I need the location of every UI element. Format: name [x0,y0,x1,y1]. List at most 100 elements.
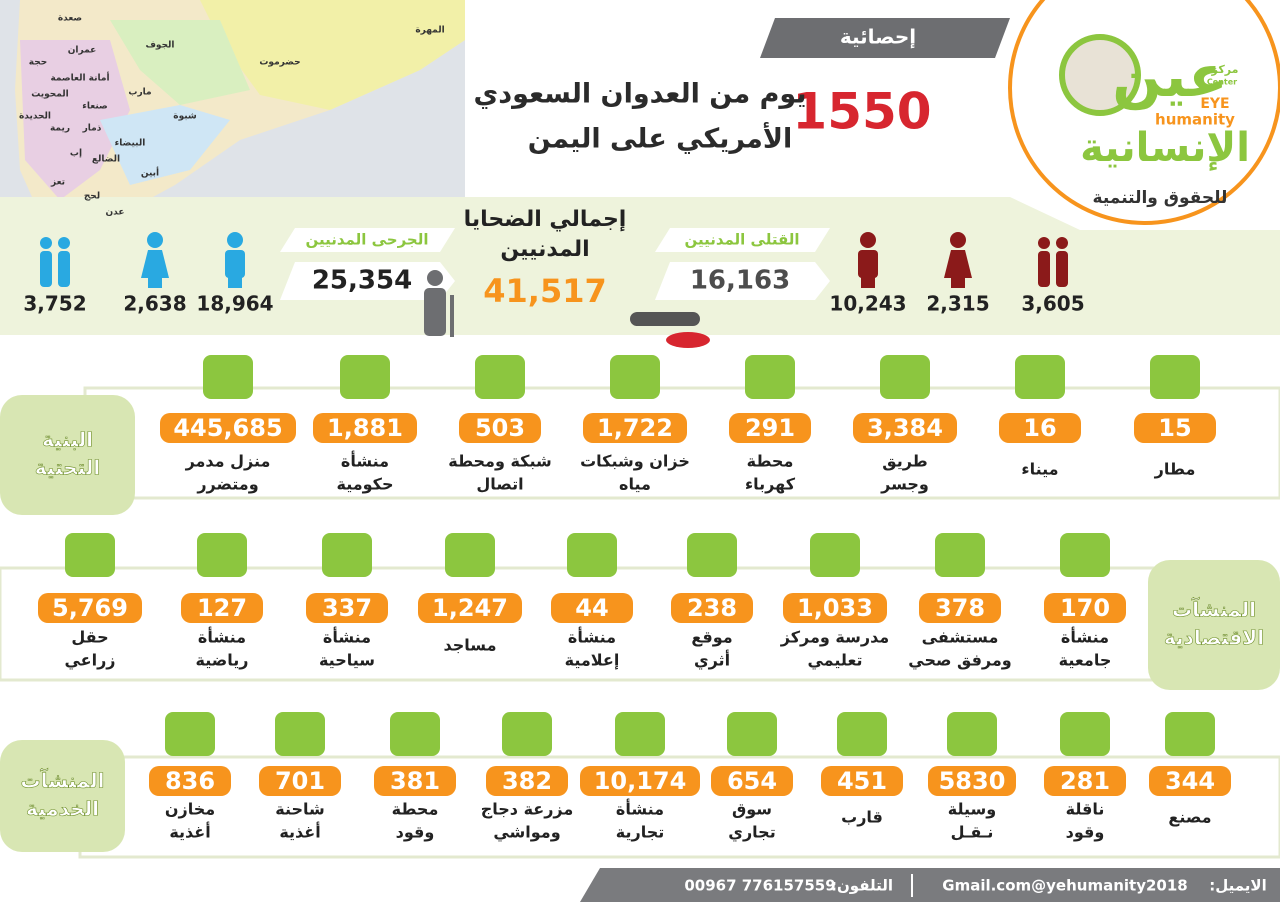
section-tab [0,395,135,515]
value-pill [149,766,231,796]
map-region [200,0,465,110]
map-label: الضالع [92,155,120,165]
item-icon [810,533,860,577]
item-label: أثري [694,650,730,671]
item-label: تعليمي [807,651,862,671]
victim-count: 3,605 [1021,292,1084,316]
item-label: شاحنة [275,800,325,819]
item-label: ومواشي [493,823,560,843]
item-value: 378 [935,594,985,622]
item-value: 5,769 [52,594,128,622]
value-pill [374,766,456,796]
item-label: شبكة ومحطة [448,452,552,471]
map-label: مارب [128,88,151,98]
map-label: الحديدة [19,112,51,122]
item-value: 291 [745,414,795,442]
value-pill [711,766,793,796]
value-pill [999,413,1081,443]
section-title: الخدمية [26,797,99,821]
item-value: 451 [837,767,887,795]
item-label: وجسر [880,475,929,494]
item-label: نـقـل [951,823,994,842]
item-label: طريق [882,452,927,471]
value-pill [1044,593,1126,623]
map-label: المهرة [415,26,444,36]
value-pill [783,593,887,623]
item-label: اتصال [476,475,523,494]
item-value: 337 [322,594,372,622]
person-body [40,251,52,287]
map-label: شبوة [173,112,197,122]
person-icon [858,232,878,288]
section-band [0,566,1202,682]
item-label: حقل [71,628,108,647]
wounded-total: 25,354 [312,266,412,296]
killed-total: 16,163 [690,266,790,296]
item-label: مزرعة دجاج [481,800,574,819]
section-title: المنشآت [21,768,105,793]
item-icon [322,533,372,577]
item-icon [615,712,665,756]
item-label: موقع [691,628,732,647]
logo-subtitle: للحقوق والتنمية [1093,188,1228,208]
value-pill [551,593,633,623]
map-label: إب [70,149,82,159]
person-icon [40,237,70,287]
item-value: 281 [1060,767,1110,795]
item-label: وقود [1066,823,1105,842]
map-label: ريمة [50,124,70,134]
item-icon [837,712,887,756]
map-label: أمانة العاصمة [50,72,109,84]
tag-banner [760,18,1010,58]
item-label: منشأة [568,627,616,647]
item-value: 16 [1023,414,1056,442]
item-label: منزل مدمر [185,452,271,471]
label-ribbon [655,228,830,252]
map-label: صعدة [58,14,82,24]
item-value: 15 [1158,414,1191,442]
item-label: ومرفق صحي [908,651,1011,671]
item-value: 44 [575,594,608,622]
section-tab [1148,560,1280,690]
item-icon [390,712,440,756]
value-pill [919,593,1001,623]
item-icon [445,533,495,577]
total-label: إجمالي الضحايا [464,207,627,232]
total-label: المدنيين [500,237,589,262]
logo-name: عين [1112,42,1228,111]
item-label: سوق [732,800,772,819]
value-pill [729,413,811,443]
map-label: عمران [68,46,97,56]
item-value: 1,722 [597,414,673,442]
item-value: 1,881 [327,414,403,442]
value-pill [1134,413,1216,443]
map-label: صنعاء [82,102,107,112]
item-label: كهرباء [745,475,796,494]
item-label: محطة [747,452,794,471]
total-value: 41,517 [483,272,606,310]
section-title: الاقتصادية [1164,626,1264,650]
value-pill [671,593,753,623]
item-value: 654 [727,767,777,795]
item-label: منشأة [616,799,664,819]
item-value: 344 [1165,767,1215,795]
item-label: محطة [392,800,439,819]
value-pill [459,413,541,443]
item-label: قارب [841,808,883,827]
logo-eye [1059,34,1141,116]
item-icon [1165,712,1215,756]
phone: 00967 776157559 [684,877,835,895]
person-body [225,250,245,278]
value-pill [418,593,522,623]
label-ribbon [280,228,455,252]
person-head [950,232,966,248]
value-pill [313,413,417,443]
value-pill [1044,766,1126,796]
victim-count: 3,752 [23,292,86,316]
person-head [58,237,70,249]
item-icon [340,355,390,399]
logo-name: الإنسانية [1080,125,1250,171]
person-body [141,250,169,278]
map-label: ذمار [82,124,102,134]
